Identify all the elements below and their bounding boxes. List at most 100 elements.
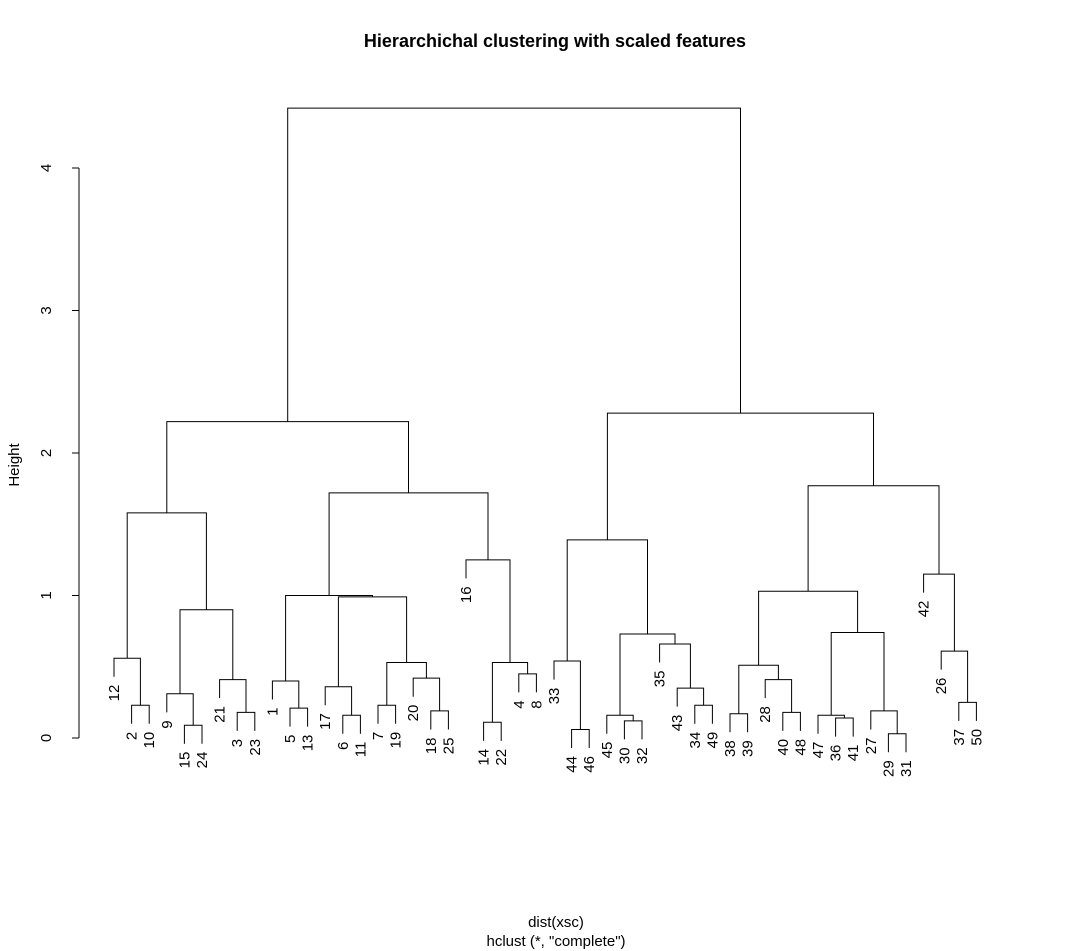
merge-m49 xyxy=(287,107,741,422)
leaf-label: 24 xyxy=(194,752,211,769)
merge-m22 xyxy=(465,559,511,663)
merge-m1 xyxy=(131,704,150,724)
merge-m13 xyxy=(377,704,397,724)
merge-m17 xyxy=(337,596,408,687)
chart-title: Hierarchichal clustering with scaled fea… xyxy=(364,31,746,51)
leaf-label: 18 xyxy=(423,738,440,755)
y-tick-label: 1 xyxy=(38,591,55,599)
merge-m48 xyxy=(606,412,874,540)
merge-m19 xyxy=(483,721,502,741)
merge-m38 xyxy=(835,717,854,737)
leaf-label: 7 xyxy=(370,732,387,740)
merge-m11 xyxy=(342,714,361,734)
leaf-label: 13 xyxy=(300,735,317,752)
leaf-label: 32 xyxy=(634,747,651,764)
merge-m47 xyxy=(807,485,940,592)
leaf-label: 15 xyxy=(176,752,193,769)
merge-m27 xyxy=(623,720,643,740)
leaf-label: 23 xyxy=(247,739,264,756)
merge-m25 xyxy=(571,729,590,748)
leaf-label: 39 xyxy=(740,740,757,757)
leaf-label: 8 xyxy=(528,700,545,708)
leaf-label: 16 xyxy=(458,586,475,603)
leaf-label: 38 xyxy=(722,740,739,757)
leaf-label: 29 xyxy=(880,760,897,777)
leaf-label: 45 xyxy=(599,742,616,759)
method-sublabel: hclust (*, "complete") xyxy=(486,933,625,950)
leaf-label: 46 xyxy=(581,756,598,773)
leaf-label: 19 xyxy=(388,732,405,749)
y-tick-label: 4 xyxy=(38,164,55,172)
merge-m28 xyxy=(606,714,634,734)
leaf-label: 22 xyxy=(493,749,510,766)
leaf-label: 42 xyxy=(916,601,933,618)
leaf-label: 14 xyxy=(476,749,493,766)
merge-m35 xyxy=(782,711,801,731)
x-axis-label: dist(xsc) xyxy=(528,914,584,931)
leaf-label: 50 xyxy=(968,729,985,746)
leaf-label: 47 xyxy=(810,742,827,759)
merge-m3 xyxy=(183,724,203,744)
merge-m30 xyxy=(676,687,705,707)
merge-m20 xyxy=(518,673,537,693)
leaf-label: 12 xyxy=(106,685,123,702)
merge-m7 xyxy=(179,609,234,694)
merge-m34 xyxy=(729,713,749,733)
leaf-label: 26 xyxy=(933,678,950,695)
leaf-label: 21 xyxy=(212,706,229,723)
merge-m9 xyxy=(289,707,309,727)
leaf-label: 9 xyxy=(159,720,176,728)
merge-m14 xyxy=(430,710,449,730)
leaf-label: 41 xyxy=(845,745,862,762)
y-tick-label: 3 xyxy=(38,306,55,314)
leaf-label: 17 xyxy=(317,713,334,730)
merge-m10 xyxy=(271,680,300,709)
leaf-label: 35 xyxy=(652,671,669,688)
merge-m23 xyxy=(328,492,489,596)
leaf-label: 25 xyxy=(440,738,457,755)
merge-m24 xyxy=(166,421,409,513)
leaf-label: 34 xyxy=(687,732,704,749)
y-axis-label: Height xyxy=(6,442,23,486)
leaf-label: 6 xyxy=(335,742,352,750)
merge-m5 xyxy=(236,711,256,731)
merge-m41 xyxy=(870,710,898,734)
leaf-label: 40 xyxy=(775,739,792,756)
leaf-label: 43 xyxy=(669,715,686,732)
leaf-label: 48 xyxy=(792,739,809,756)
leaf-label: 20 xyxy=(405,705,422,722)
y-tick-label: 0 xyxy=(38,734,55,742)
leaf-label: 2 xyxy=(124,732,141,740)
leaf-label: 30 xyxy=(616,747,633,764)
merge-m29 xyxy=(694,704,713,724)
leaf-label: 31 xyxy=(898,760,915,777)
leaf-label: 10 xyxy=(141,732,158,749)
leaf-label: 4 xyxy=(511,700,528,708)
merge-m43 xyxy=(758,590,859,666)
leaf-label: 3 xyxy=(229,739,246,747)
leaf-label: 37 xyxy=(951,729,968,746)
merge-m40 xyxy=(887,733,907,753)
merge-m8 xyxy=(126,512,207,659)
leaf-label: 36 xyxy=(828,745,845,762)
leaf-label: 11 xyxy=(352,742,369,758)
leaf-label: 27 xyxy=(863,738,880,755)
merge-m16 xyxy=(386,662,427,706)
leaf-label: 28 xyxy=(757,706,774,723)
merge-m18 xyxy=(285,595,373,681)
merge-m44 xyxy=(958,701,977,721)
leaf-label: 5 xyxy=(282,735,299,743)
dendrogram-branches xyxy=(113,107,977,753)
leaf-label: 33 xyxy=(546,688,563,705)
leaf-label: 1 xyxy=(264,708,281,716)
merge-m42 xyxy=(830,632,885,716)
y-axis: 0 1 2 3 4 xyxy=(38,164,80,742)
y-tick-label: 2 xyxy=(38,449,55,457)
leaf-label: 44 xyxy=(564,756,581,773)
merge-m33 xyxy=(566,539,648,661)
merge-m12 xyxy=(324,686,353,716)
leaf-label: 49 xyxy=(704,732,721,749)
merge-m21 xyxy=(491,662,529,723)
